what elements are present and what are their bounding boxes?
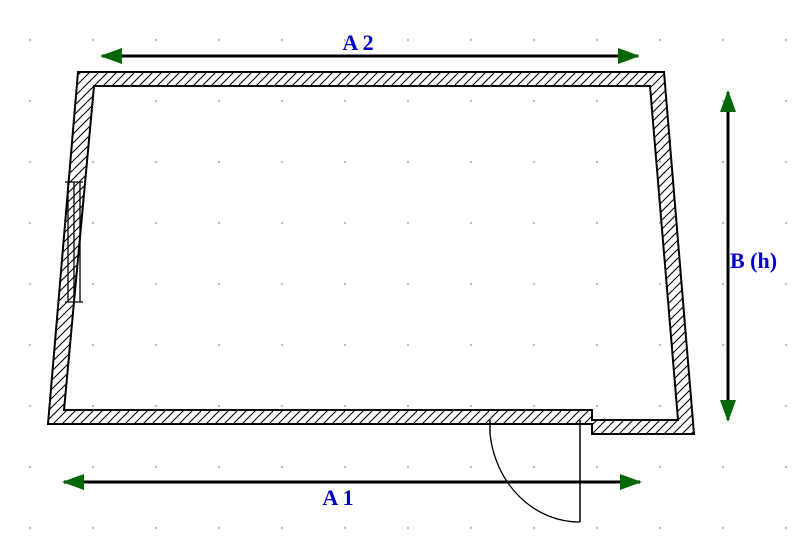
dimension-labels: A 2 A 1 B (h) [322,30,777,510]
label-bottom-a1: A 1 [322,485,353,510]
floor-plan-diagram: A 2 A 1 B (h) [0,0,800,557]
window-symbol [65,182,83,302]
label-right-bh: B (h) [730,248,777,273]
label-top-a2: A 2 [342,30,373,55]
door-symbol [490,420,580,522]
room-walls [48,72,694,434]
